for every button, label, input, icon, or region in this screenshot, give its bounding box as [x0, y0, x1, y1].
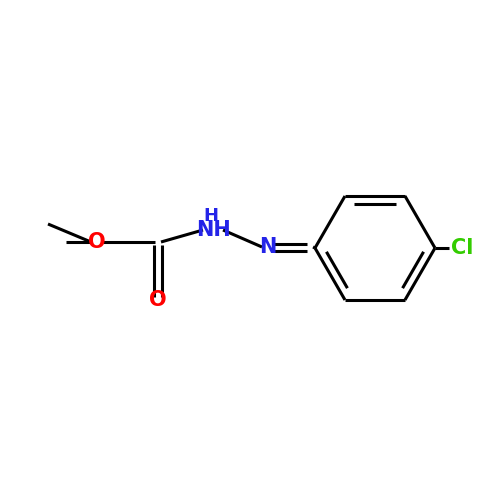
- Text: N: N: [260, 237, 276, 257]
- Text: NH: NH: [196, 220, 230, 240]
- Text: O: O: [149, 290, 167, 310]
- Text: Cl: Cl: [451, 238, 473, 258]
- Text: O: O: [88, 232, 106, 252]
- Text: H: H: [204, 207, 218, 225]
